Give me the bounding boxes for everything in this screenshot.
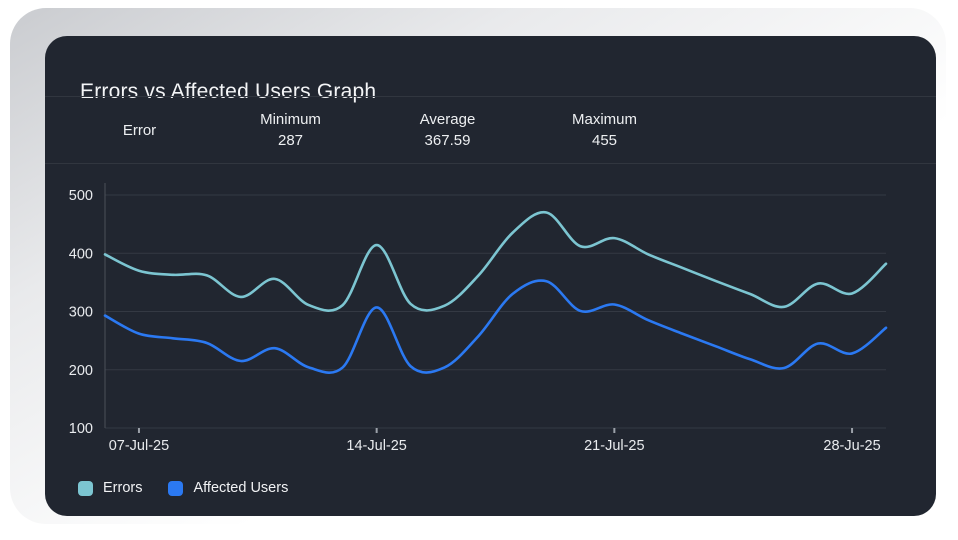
- chart-title: Errors vs Affected Users Graph: [80, 80, 377, 103]
- legend-item-affected-users[interactable]: Affected Users: [168, 480, 288, 496]
- legend-item-affected-users-label: Affected Users: [193, 480, 289, 496]
- chart-canvas[interactable]: 100 200 300 400 500 07-Jul-25 14-Jul-25 21-Jul-…: [45, 36, 936, 516]
- stat-average-label: Average: [419, 111, 476, 128]
- stat-series-label: Error: [122, 121, 157, 139]
- svg-text:21-Jul-25: 21-Jul-25: [584, 438, 644, 454]
- stat-average: Average 367.59: [369, 109, 526, 151]
- errors-swatch-icon: [78, 480, 93, 496]
- affected-users-swatch-icon: [168, 480, 184, 496]
- svg-text:500: 500: [69, 188, 93, 204]
- stat-maximum-value: 455: [591, 132, 618, 149]
- stat-average-value: 367.59: [424, 132, 471, 149]
- stat-series-name: Error: [67, 120, 212, 141]
- svg-text:14-Jul-25: 14-Jul-25: [346, 438, 406, 454]
- stats-row: Error Minimum 287 Average 367.59 Maximum…: [45, 96, 936, 164]
- legend-item-errors[interactable]: Errors: [78, 480, 142, 496]
- stat-minimum-value: 287: [277, 132, 304, 149]
- window-frame: Errors vs Affected Users Graph Error Min…: [10, 8, 946, 524]
- svg-text:28-Ju-25: 28-Ju-25: [823, 438, 880, 454]
- svg-text:100: 100: [69, 421, 93, 437]
- svg-text:400: 400: [69, 246, 93, 262]
- svg-text:07-Jul-25: 07-Jul-25: [109, 438, 169, 454]
- svg-text:300: 300: [69, 305, 93, 321]
- stat-maximum-label: Maximum: [571, 111, 637, 128]
- legend-item-errors-label: Errors: [103, 480, 143, 496]
- stat-maximum: Maximum 455: [526, 109, 683, 151]
- stat-minimum-label: Minimum: [260, 111, 321, 128]
- chart-card: Errors vs Affected Users Graph Error Min…: [45, 36, 936, 516]
- stat-minimum: Minimum 287: [212, 109, 369, 151]
- chart-legend: Errors Affected Users: [78, 480, 288, 496]
- svg-text:200: 200: [69, 363, 93, 379]
